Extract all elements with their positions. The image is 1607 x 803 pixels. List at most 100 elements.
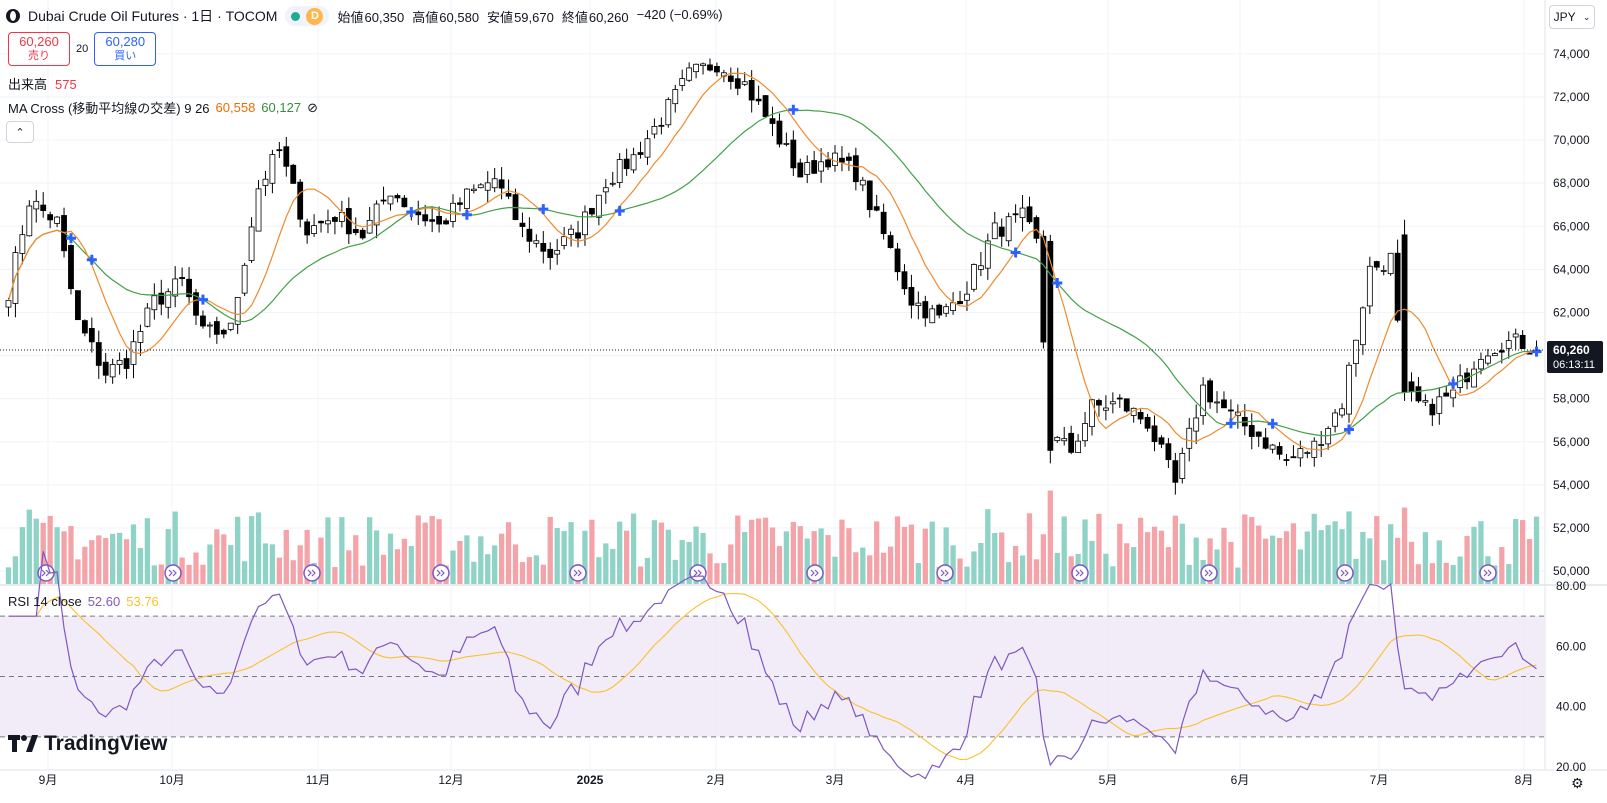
candle-body[interactable] (991, 222, 998, 240)
candle-body[interactable] (776, 120, 783, 145)
candle-body[interactable] (1248, 425, 1255, 437)
market-status-pill[interactable]: D (285, 6, 330, 26)
candle-body[interactable] (609, 182, 616, 185)
candle-body[interactable] (457, 202, 463, 205)
candle-body[interactable] (644, 138, 651, 158)
candle-body[interactable] (1200, 384, 1207, 417)
ma-cross-marker[interactable] (1448, 378, 1459, 389)
candle-body[interactable] (707, 64, 713, 71)
candle-body[interactable] (1255, 431, 1262, 437)
candle-body[interactable] (623, 158, 630, 170)
volume-legend[interactable]: 出来高 575 (8, 74, 77, 93)
candle-body[interactable] (1450, 389, 1457, 399)
candle-body[interactable] (109, 364, 116, 378)
candle-body[interactable] (304, 221, 311, 236)
candle-body[interactable] (554, 250, 561, 255)
candle-body[interactable] (964, 293, 970, 301)
candle-body[interactable] (366, 219, 373, 234)
candle-body[interactable] (561, 236, 568, 246)
event-marker-icon[interactable] (303, 564, 321, 582)
candle-body[interactable] (123, 358, 130, 369)
candle-body[interactable] (1096, 400, 1102, 406)
candle-body[interactable] (929, 308, 936, 324)
event-marker-icon[interactable] (1479, 564, 1497, 582)
candle-body[interactable] (1214, 401, 1220, 404)
ma-cross-marker[interactable] (1343, 424, 1354, 435)
candle-body[interactable] (422, 214, 429, 222)
ma-cross-marker[interactable] (197, 294, 208, 305)
candle-body[interactable] (575, 232, 581, 239)
event-marker-icon[interactable] (1336, 564, 1354, 582)
candle-body[interactable] (1353, 339, 1359, 364)
event-marker-icon[interactable] (569, 564, 587, 582)
candle-body[interactable] (1082, 423, 1088, 442)
candle-body[interactable] (526, 228, 533, 242)
candle-body[interactable] (276, 149, 283, 152)
ma-cross-legend[interactable]: MA Cross (移動平均線の交差) 9 26 60,558 60,127 ⊘ (8, 98, 318, 117)
candle-body[interactable] (47, 214, 54, 221)
candle-body[interactable] (179, 277, 186, 280)
candle-body[interactable] (547, 248, 554, 258)
candle-body[interactable] (887, 235, 894, 248)
candle-body[interactable] (998, 226, 1005, 237)
candle-body[interactable] (658, 124, 665, 127)
candle-body[interactable] (394, 195, 401, 199)
candle-body[interactable] (1040, 235, 1047, 343)
ma-cross-marker[interactable] (86, 254, 97, 265)
candle-body[interactable] (852, 155, 859, 183)
candle-body[interactable] (971, 264, 977, 290)
candle-body[interactable] (637, 152, 644, 155)
candle-body[interactable] (373, 203, 380, 226)
rsi-ma-line[interactable] (8, 592, 1537, 760)
candle-body[interactable] (1026, 206, 1033, 223)
candle-body[interactable] (54, 216, 60, 224)
candle-body[interactable] (1269, 444, 1276, 450)
candle-body[interactable] (505, 192, 512, 197)
candle-body[interactable] (1318, 444, 1325, 446)
ma-cross-marker[interactable] (406, 206, 417, 217)
candle-body[interactable] (470, 188, 477, 192)
candle-body[interactable] (1012, 213, 1019, 216)
candle-body[interactable] (1089, 399, 1095, 428)
candle-body[interactable] (1366, 265, 1373, 307)
candle-body[interactable] (825, 159, 831, 168)
candle-body[interactable] (387, 195, 394, 205)
candle-body[interactable] (297, 181, 304, 220)
candle-body[interactable] (811, 160, 818, 174)
candle-body[interactable] (498, 179, 505, 189)
candle-body[interactable] (269, 154, 276, 184)
candle-body[interactable] (26, 205, 33, 237)
candle-body[interactable] (741, 81, 748, 85)
candle-body[interactable] (846, 156, 852, 161)
candle-body[interactable] (1193, 417, 1200, 432)
candle-body[interactable] (248, 226, 255, 261)
candle-body[interactable] (957, 301, 963, 305)
candle-body[interactable] (1478, 358, 1484, 370)
candle-body[interactable] (1144, 416, 1151, 429)
candle-body[interactable] (137, 331, 144, 343)
buy-button[interactable]: 60,280 買い (94, 32, 157, 66)
candle-body[interactable] (491, 178, 498, 189)
candle-body[interactable] (172, 278, 179, 297)
candle-body[interactable] (415, 211, 422, 216)
candle-body[interactable] (901, 271, 908, 290)
candle-body[interactable] (873, 206, 880, 211)
candle-body[interactable] (1297, 448, 1304, 459)
candle-body[interactable] (1172, 460, 1179, 483)
candle-body[interactable] (714, 66, 720, 73)
candle-body[interactable] (936, 304, 943, 316)
candle-body[interactable] (1346, 364, 1352, 415)
candle-body[interactable] (262, 178, 269, 186)
candle-body[interactable] (616, 159, 623, 183)
candle-body[interactable] (1408, 381, 1415, 392)
candle-body[interactable] (401, 197, 408, 208)
candle-body[interactable] (186, 278, 192, 298)
candle-body[interactable] (484, 182, 491, 191)
candle-body[interactable] (33, 200, 40, 210)
ma-slow-line[interactable] (7, 109, 1537, 437)
candle-body[interactable] (1359, 307, 1366, 346)
candle-body[interactable] (1262, 437, 1269, 449)
candle-body[interactable] (1512, 333, 1519, 338)
candle-body[interactable] (769, 118, 776, 124)
